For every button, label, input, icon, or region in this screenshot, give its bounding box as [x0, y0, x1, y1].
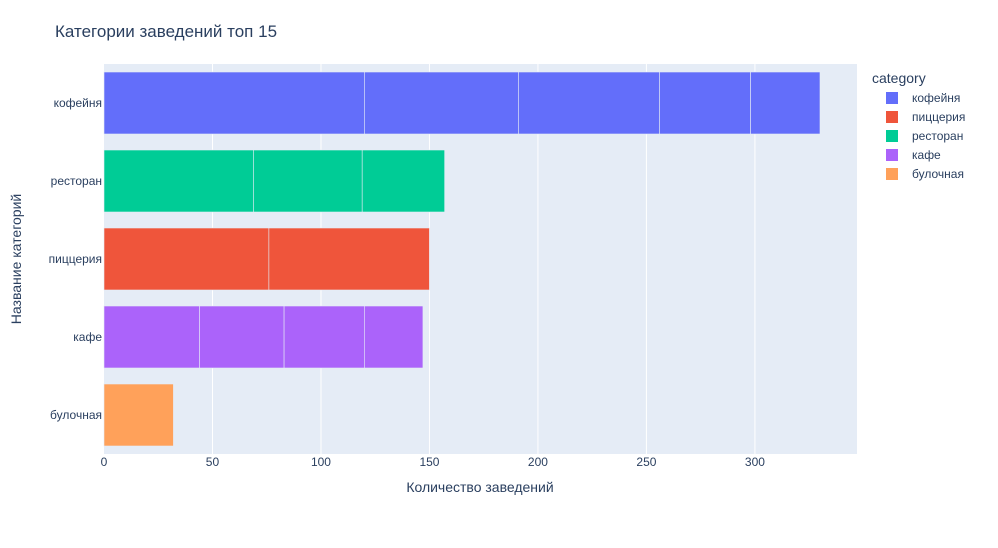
x-tick-label: 250 [636, 455, 656, 469]
chart-title: Категории заведений топ 15 [55, 22, 277, 41]
y-tick-label: ресторан [51, 174, 102, 188]
y-tick-label: пиццерия [49, 252, 102, 266]
legend[interactable]: category кофейня пиццерия ресторан кафе було… [872, 70, 965, 181]
bar-segment[interactable] [750, 71, 821, 135]
x-tick-label: 300 [745, 455, 765, 469]
bar-segment[interactable] [361, 149, 445, 213]
bar-segment[interactable] [103, 71, 365, 135]
legend-label: кофейня [912, 91, 960, 105]
y-tick-label: булочная [50, 408, 102, 422]
legend-label: пиццерия [912, 110, 965, 124]
legend-swatch [886, 130, 898, 142]
legend-title: category [872, 70, 926, 86]
x-axis-title: Количество заведений [406, 479, 553, 495]
y-tick-label: кофейня [54, 96, 102, 110]
legend-swatch [886, 168, 898, 180]
legend-label: кафе [912, 148, 941, 162]
legend-item[interactable]: кафе [886, 148, 941, 162]
x-tick-label: 0 [101, 455, 108, 469]
x-tick-label: 100 [311, 455, 331, 469]
y-tick-labels: кофейня ресторан пиццерия кафе булочная [49, 96, 103, 422]
legend-label: булочная [912, 167, 964, 181]
y-axis-title: Название категорий [8, 194, 24, 324]
bar-segment[interactable] [103, 383, 174, 447]
bar-segment[interactable] [268, 227, 430, 291]
bars [103, 71, 821, 447]
x-tick-label: 50 [206, 455, 220, 469]
bar-segment[interactable] [364, 305, 424, 369]
bar-segment[interactable] [364, 71, 519, 135]
bar-segment[interactable] [253, 149, 363, 213]
bar-segment[interactable] [518, 71, 660, 135]
legend-label: ресторан [912, 129, 963, 143]
legend-item[interactable]: ресторан [886, 129, 963, 143]
bar-segment[interactable] [103, 305, 200, 369]
legend-swatch [886, 149, 898, 161]
x-tick-label: 200 [528, 455, 548, 469]
legend-item[interactable]: булочная [886, 167, 964, 181]
x-tick-labels: 0 50 100 150 200 250 300 [101, 455, 766, 469]
bar-segment[interactable] [199, 305, 285, 369]
legend-item[interactable]: пиццерия [886, 110, 965, 124]
legend-swatch [886, 92, 898, 104]
x-tick-label: 150 [419, 455, 439, 469]
bar-segment[interactable] [283, 305, 365, 369]
bar-segment[interactable] [103, 227, 270, 291]
legend-item[interactable]: кофейня [886, 91, 960, 105]
bar-segment[interactable] [103, 149, 255, 213]
bar-segment[interactable] [659, 71, 751, 135]
legend-swatch [886, 111, 898, 123]
y-tick-label: кафе [73, 330, 102, 344]
